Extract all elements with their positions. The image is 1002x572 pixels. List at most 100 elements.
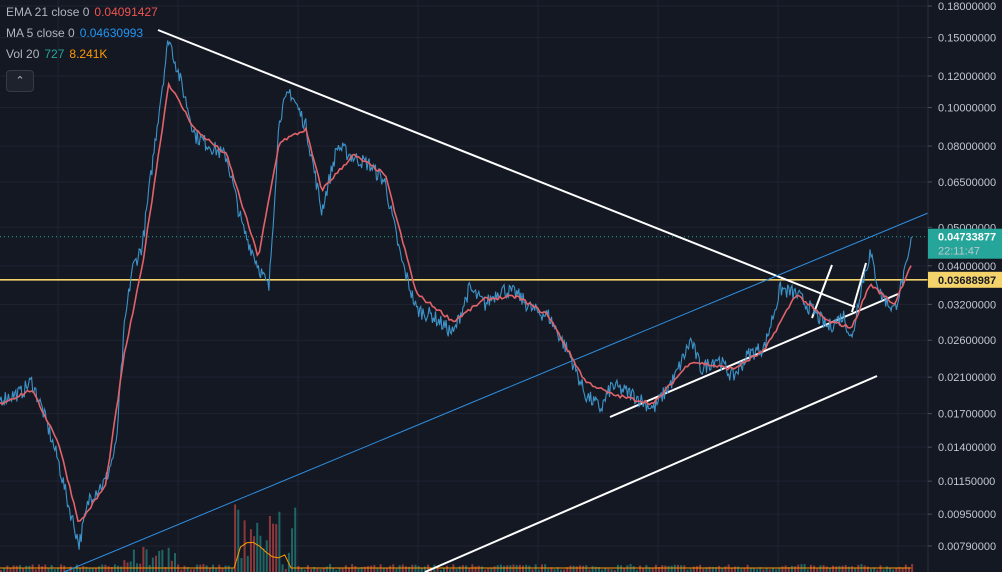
volume-bar — [34, 569, 37, 572]
volume-bar — [484, 569, 487, 572]
volume-bar — [493, 566, 496, 572]
volume-bar — [806, 569, 809, 572]
volume-bar — [876, 569, 879, 572]
volume-bar — [158, 550, 161, 572]
countdown-timer: 22:11:47 — [938, 246, 980, 258]
volume-bar — [664, 565, 667, 572]
volume-bar — [366, 566, 369, 572]
volume-bar — [601, 569, 604, 572]
volume-bar — [582, 565, 585, 572]
volume-bar — [572, 565, 575, 572]
drawings[interactable] — [0, 29, 929, 572]
price-axis-tick-label: 0.01700000 — [938, 409, 996, 421]
volume-bar — [376, 567, 379, 572]
volume-bar — [509, 565, 512, 572]
legend-ema[interactable]: EMA 21 close 0 0.04091427 — [6, 2, 163, 23]
volume-bar — [357, 567, 360, 572]
volume-bar — [822, 565, 825, 572]
volume-bar — [661, 565, 664, 572]
legend-vol-name: Vol 20 — [6, 47, 40, 61]
volume-bar — [667, 565, 670, 572]
volume-bar — [446, 565, 449, 572]
volume-bar — [335, 569, 338, 572]
volume-bar — [733, 566, 736, 572]
volume-bar — [300, 567, 303, 572]
volume-bar — [98, 566, 101, 572]
volume-bar — [275, 524, 278, 572]
volume-bar — [740, 568, 743, 572]
volume-bar — [692, 566, 695, 572]
volume-bar — [123, 560, 126, 572]
volume-bar — [888, 568, 891, 572]
volume-bar — [708, 566, 711, 572]
volume-bars — [0, 504, 914, 572]
volume-bar — [313, 566, 316, 572]
volume-bar — [174, 553, 176, 572]
volume-bar — [85, 566, 88, 572]
legend-vol[interactable]: Vol 20 727 8.241K — [6, 44, 163, 65]
volume-bar — [847, 566, 850, 572]
price-axis-tick-label: 0.00790000 — [938, 541, 996, 553]
volume-bar — [363, 566, 366, 572]
ema-line — [0, 81, 912, 522]
price-axis-tick-label: 0.12000000 — [938, 71, 996, 83]
volume-bar — [620, 565, 623, 572]
volume-bar — [566, 567, 569, 572]
volume-bar — [841, 565, 844, 572]
volume-bar — [490, 568, 493, 572]
volume-bar — [436, 568, 439, 572]
volume-bar — [88, 567, 91, 572]
volume-bar — [528, 565, 531, 572]
lower-channel-trendline — [424, 375, 878, 572]
price-axis-tick-label: 0.06500000 — [938, 177, 996, 189]
volume-bar — [885, 566, 888, 572]
volume-bar — [559, 569, 562, 572]
chevron-up-icon: ⌃ — [15, 75, 25, 87]
upper-channel-line — [63, 212, 929, 572]
volume-bar — [730, 568, 733, 572]
volume-bar — [41, 566, 44, 572]
volume-bar — [474, 566, 477, 572]
volume-bar — [515, 565, 518, 572]
volume-bar — [553, 569, 556, 572]
volume-bar — [56, 567, 59, 572]
volume-bar — [117, 565, 120, 572]
volume-bar — [480, 566, 483, 572]
volume-bar — [578, 565, 581, 572]
volume-bar — [370, 565, 373, 572]
volume-bar — [0, 569, 2, 572]
volume-bar — [838, 565, 841, 572]
volume-bar — [645, 565, 648, 572]
volume-bar — [417, 565, 420, 572]
volume-bar — [458, 566, 461, 572]
legend-ema-value: 0.04091427 — [94, 5, 158, 19]
volume-bar — [319, 568, 322, 572]
volume-bar — [635, 569, 638, 572]
price-axis-tick-label: 0.03200000 — [938, 299, 996, 311]
price-axis-tick-label: 0.02100000 — [938, 372, 996, 384]
volume-bar — [790, 565, 793, 572]
volume-bar — [588, 569, 591, 572]
volume-bar — [316, 568, 319, 572]
volume-bar — [338, 567, 341, 572]
volume-bar — [420, 567, 423, 572]
pattern-stroke-right — [851, 262, 867, 313]
volume-bar — [784, 565, 787, 572]
volume-bar — [240, 558, 243, 572]
volume-bar — [243, 520, 246, 572]
volume-bar — [870, 568, 872, 572]
indicator-legend: EMA 21 close 0 0.04091427 MA 5 close 0 0.0… — [6, 2, 163, 65]
volume-bar — [775, 569, 778, 572]
volume-bar — [107, 566, 110, 572]
volume-bar — [670, 565, 673, 572]
legend-collapse-button[interactable]: ⌃ — [6, 70, 34, 92]
volume-bar — [879, 565, 882, 572]
volume-bar — [607, 568, 610, 572]
volume-bar — [253, 536, 256, 572]
price-axis[interactable]: 0.18000000 0.15000000 0.12000000 0.10000000… — [927, 0, 1002, 572]
legend-ma[interactable]: MA 5 close 0 0.04630993 — [6, 23, 163, 44]
volume-bar — [423, 566, 426, 572]
